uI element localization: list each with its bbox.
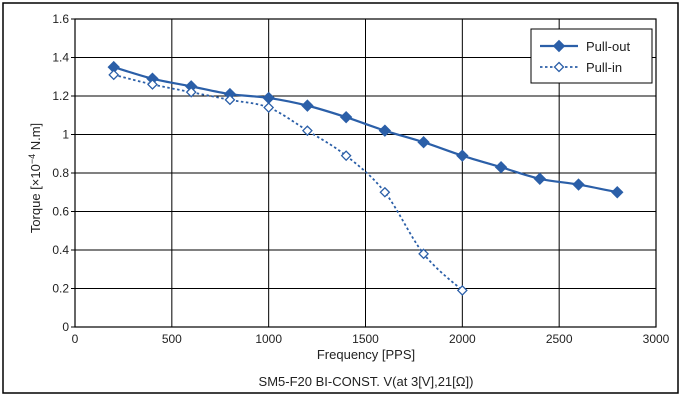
data-point-pull-out (494, 161, 508, 174)
data-point-pull-in (108, 69, 120, 81)
x-tick-label: 3000 (643, 332, 670, 346)
axes: 0 500 1000 1500 2000 2500 3000 0 0.2 0.4 0.6 0.8 1 1.… (52, 12, 669, 346)
data-point-pull-out (572, 178, 585, 191)
data-point-pull-out (378, 124, 392, 137)
data-point-pull-in (224, 94, 236, 106)
data-point-pull-in (185, 86, 197, 98)
legend-swatch-marker-pull-in (553, 61, 565, 73)
legend-swatch-marker-pull-out (552, 39, 566, 53)
x-tick-label: 2500 (546, 332, 573, 346)
y-tick-label: 0.2 (52, 282, 69, 296)
x-tick-label: 1500 (352, 332, 379, 346)
y-tick-label: 0.6 (52, 205, 69, 219)
y-axis-title-suffix: N.m] (28, 123, 43, 154)
y-tick-label: 1 (62, 128, 69, 142)
x-tick-label: 2000 (449, 332, 476, 346)
y-tick-label: 1.2 (52, 89, 69, 103)
x-axis-title: Frequency [PPS] (317, 347, 415, 362)
y-axis-title-exponent: −4 (27, 154, 37, 164)
data-point-pull-out (611, 186, 624, 199)
y-tick-label: 1.6 (52, 12, 69, 26)
y-tick-label: 1.4 (52, 51, 69, 65)
y-tick-label: 0 (62, 320, 69, 334)
y-axis-title-main: Torque [×10 (28, 164, 43, 233)
data-point-pull-out (339, 110, 353, 124)
data-point-pull-out (456, 149, 469, 162)
series (107, 60, 624, 296)
data-point-pull-in (418, 248, 430, 260)
y-tick-label: 0.4 (52, 243, 69, 257)
y-axis-title: Torque [×10−4 N.m] (27, 123, 43, 233)
data-point-pull-out (301, 99, 314, 112)
x-tick-label: 500 (162, 332, 182, 346)
data-point-pull-in (301, 125, 313, 137)
legend-label-pull-out: Pull-out (586, 39, 630, 54)
data-point-pull-in (340, 150, 352, 162)
data-point-pull-in (379, 186, 391, 198)
legend-box (530, 28, 653, 84)
legend-label-pull-in: Pull-in (586, 60, 622, 75)
chart-title: SM5-F20 BI-CONST. V(at 3[V],21[Ω]) (259, 374, 474, 389)
x-tick-label: 0 (72, 332, 79, 346)
data-point-pull-out (417, 135, 430, 149)
x-tick-label: 1000 (255, 332, 282, 346)
data-point-pull-in (147, 79, 158, 90)
data-point-pull-in (263, 102, 275, 113)
plot-border (74, 18, 657, 328)
data-point-pull-in (456, 285, 468, 296)
legend: Pull-out Pull-in (530, 28, 653, 84)
y-tick-label: 0.8 (52, 166, 69, 180)
data-point-pull-out (533, 172, 547, 185)
series-line-pull-in (113, 73, 463, 292)
